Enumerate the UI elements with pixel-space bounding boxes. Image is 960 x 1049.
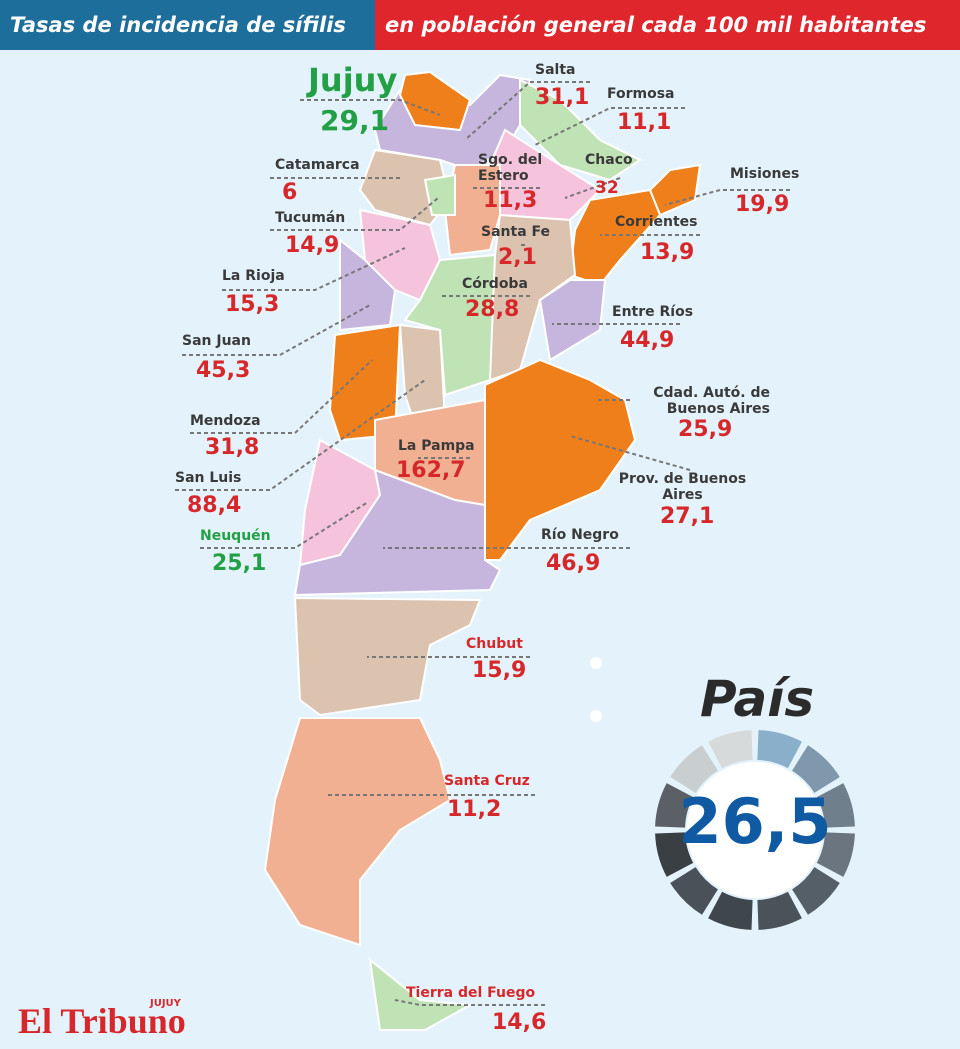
province-value: 46,9 bbox=[546, 551, 601, 576]
leader bbox=[534, 107, 685, 146]
province-name: San Juan bbox=[182, 333, 251, 349]
province-name: Entre Ríos bbox=[612, 304, 694, 320]
gauge bbox=[655, 730, 855, 930]
gauge-segment bbox=[655, 783, 694, 828]
province-san-juan bbox=[339, 237, 397, 332]
provinces bbox=[263, 70, 702, 1031]
province-value: 15,9 bbox=[472, 658, 527, 683]
title: Tasas de incidencia de sífilis bbox=[0, 0, 375, 50]
province-name: Chubut bbox=[466, 636, 523, 652]
province-buenos-aires bbox=[484, 358, 637, 561]
province-name: Corrientes bbox=[615, 214, 698, 230]
leaders bbox=[175, 81, 790, 1006]
gauge-segment bbox=[757, 891, 802, 930]
province-value: 27,1 bbox=[660, 504, 715, 529]
country-value: 26,5 bbox=[678, 785, 832, 858]
gauge-segment bbox=[670, 745, 718, 793]
province-name: Tierra del Fuego bbox=[406, 985, 536, 1001]
province-name: Prov. de Buenos Aires bbox=[618, 471, 747, 503]
province-value: 11,2 bbox=[447, 797, 502, 822]
province-value: 31,1 bbox=[535, 85, 590, 110]
province-value: 88,4 bbox=[187, 493, 242, 518]
island bbox=[590, 657, 602, 669]
province-value: 14,6 bbox=[492, 1010, 547, 1035]
gauge-segment bbox=[816, 832, 855, 877]
gauge-segment bbox=[708, 891, 753, 930]
province-name: Catamarca bbox=[275, 157, 360, 173]
province-name: Santa Fe bbox=[481, 224, 551, 240]
leader bbox=[664, 189, 790, 206]
province-name: Jujuy bbox=[308, 61, 398, 99]
province-santa-cruz bbox=[263, 717, 452, 947]
province-name: San Luis bbox=[175, 470, 242, 486]
leader bbox=[182, 304, 371, 356]
island bbox=[590, 710, 602, 722]
leader bbox=[300, 99, 441, 116]
province-value: 25,1 bbox=[212, 551, 267, 576]
province-name: Tucumán bbox=[275, 210, 346, 226]
province-value: 25,9 bbox=[678, 417, 733, 442]
gauge-segment bbox=[792, 867, 840, 915]
leader bbox=[222, 247, 406, 291]
province-jujuy bbox=[398, 70, 472, 132]
province-name: Mendoza bbox=[190, 413, 261, 429]
province-value: 11,1 bbox=[617, 110, 672, 135]
leader bbox=[564, 177, 621, 199]
province-name: Cdad. Autó. de Buenos Aires bbox=[653, 385, 770, 417]
province-value: 2,1 bbox=[498, 245, 537, 270]
logo-edition: JUJUY bbox=[150, 998, 181, 1009]
leader bbox=[200, 501, 369, 549]
province-name: Chaco bbox=[585, 152, 633, 168]
province-name: Misiones bbox=[730, 166, 800, 182]
province-entre-rios bbox=[538, 279, 607, 362]
leader bbox=[175, 379, 426, 491]
province-value: 31,8 bbox=[205, 435, 260, 460]
province-name: Formosa bbox=[607, 86, 675, 102]
province-misiones bbox=[648, 163, 702, 217]
province-name: Río Negro bbox=[541, 527, 619, 543]
gauge-center bbox=[687, 762, 823, 898]
province-value: 19,9 bbox=[735, 192, 790, 217]
province-value: 44,9 bbox=[620, 328, 675, 353]
province-tierra-del-fuego bbox=[368, 957, 474, 1031]
leader bbox=[270, 197, 439, 231]
gauge-segment bbox=[670, 867, 718, 915]
province-value: 11,3 bbox=[483, 188, 538, 213]
province-value: 32 bbox=[595, 178, 619, 198]
header: Tasas de incidencia de sífilis en poblac… bbox=[0, 0, 960, 50]
province-name: Córdoba bbox=[462, 276, 528, 292]
gauge-segment bbox=[655, 832, 694, 877]
province-value: 29,1 bbox=[320, 104, 390, 137]
province-rio-negro bbox=[293, 468, 502, 597]
province-name: Salta bbox=[535, 62, 576, 78]
leader bbox=[394, 999, 545, 1006]
province-name: Sgo. del Estero bbox=[478, 152, 543, 184]
province-value: 14,9 bbox=[285, 233, 340, 258]
gauge-segment bbox=[708, 730, 753, 769]
subtitle: en población general cada 100 mil habita… bbox=[375, 0, 960, 50]
province-name: Neuquén bbox=[200, 528, 271, 544]
province-value: 162,7 bbox=[396, 458, 466, 483]
gauge-segment bbox=[792, 745, 840, 793]
gauge-segment bbox=[757, 730, 802, 769]
country-label: País bbox=[700, 670, 815, 728]
province-value: 28,8 bbox=[465, 297, 520, 322]
logo: El Tribuno bbox=[18, 1001, 186, 1041]
province-name: Santa Cruz bbox=[444, 773, 530, 789]
leader bbox=[464, 81, 590, 141]
province-formosa bbox=[519, 78, 642, 182]
leader bbox=[190, 359, 373, 434]
province-value: 45,3 bbox=[196, 358, 251, 383]
province-corrientes bbox=[568, 188, 662, 287]
province-tucuman bbox=[423, 173, 456, 216]
province-name: La Rioja bbox=[222, 268, 285, 284]
province-name: La Pampa bbox=[398, 438, 475, 454]
province-value: 6 bbox=[282, 180, 298, 205]
province-value: 13,9 bbox=[640, 240, 695, 265]
gauge-segment bbox=[816, 783, 855, 828]
province-value: 15,3 bbox=[225, 292, 280, 317]
